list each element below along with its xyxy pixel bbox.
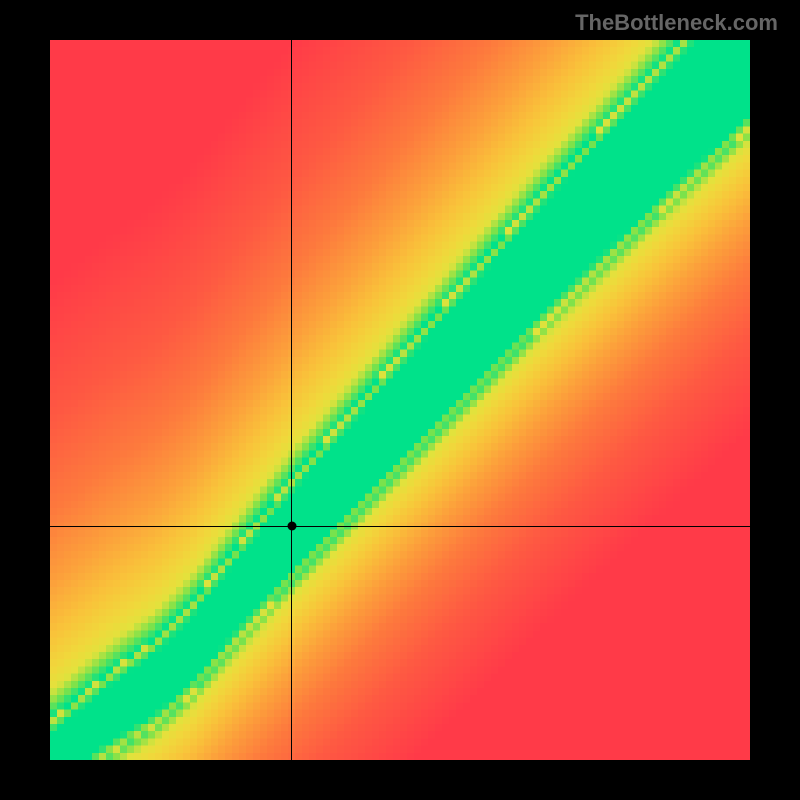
crosshair-horizontal [50, 526, 750, 527]
root-container: TheBottleneck.com [0, 0, 800, 800]
crosshair-marker [287, 522, 296, 531]
plot-area [50, 40, 750, 760]
watermark-text: TheBottleneck.com [575, 10, 778, 36]
crosshair-vertical [291, 40, 292, 760]
heatmap-canvas [50, 40, 750, 760]
